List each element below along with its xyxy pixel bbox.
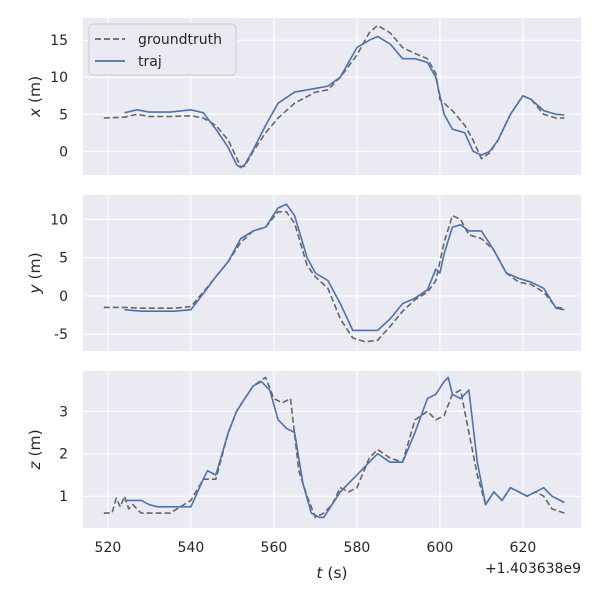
y-tick-label: 0 [59, 144, 68, 160]
y-tick-label: 15 [50, 33, 68, 49]
y-tick-label: 1 [59, 489, 68, 505]
x-tick-label: 620 [510, 540, 537, 556]
subplot-1: 0 5 10 15 x (m) groundtruth traj [26, 18, 581, 175]
legend-label-groundtruth: groundtruth [138, 32, 222, 48]
series-line-traj [124, 203, 565, 332]
x-axis-label: t (s) [316, 564, 347, 582]
y-tick-label: 10 [50, 70, 68, 86]
y-axis-label: x (m) [26, 76, 44, 118]
y-tick-label: 5 [59, 107, 68, 123]
y-tick-label: 5 [59, 251, 68, 267]
y-axis-label: z (m) [26, 429, 44, 470]
series-line-traj [124, 376, 565, 519]
x-tick-label: 600 [427, 540, 454, 556]
x-tick-label: 560 [261, 540, 288, 556]
x-offset-label: +1.403638e9 [485, 561, 581, 577]
y-axis-label: y (m) [26, 252, 44, 294]
subplot-2: -5 0 5 10 y (m) [26, 195, 581, 351]
legend: groundtruth traj [88, 23, 237, 76]
legend-box [88, 23, 237, 76]
plot-area [83, 371, 581, 528]
y-tick-label: 0 [59, 289, 68, 305]
y-tick-label: 10 [50, 212, 68, 228]
x-tick-label: 580 [344, 540, 371, 556]
y-tick-label: 3 [59, 404, 68, 420]
y-tick-label: -5 [54, 327, 68, 343]
x-tick-label: 540 [178, 540, 205, 556]
series-line-traj [124, 35, 565, 169]
legend-label-traj: traj [138, 54, 162, 70]
x-tick-label: 520 [95, 540, 122, 556]
subplot-3: 1 2 3 z (m) [26, 371, 581, 528]
plot-area [83, 195, 581, 351]
y-tick-label: 2 [59, 447, 68, 463]
